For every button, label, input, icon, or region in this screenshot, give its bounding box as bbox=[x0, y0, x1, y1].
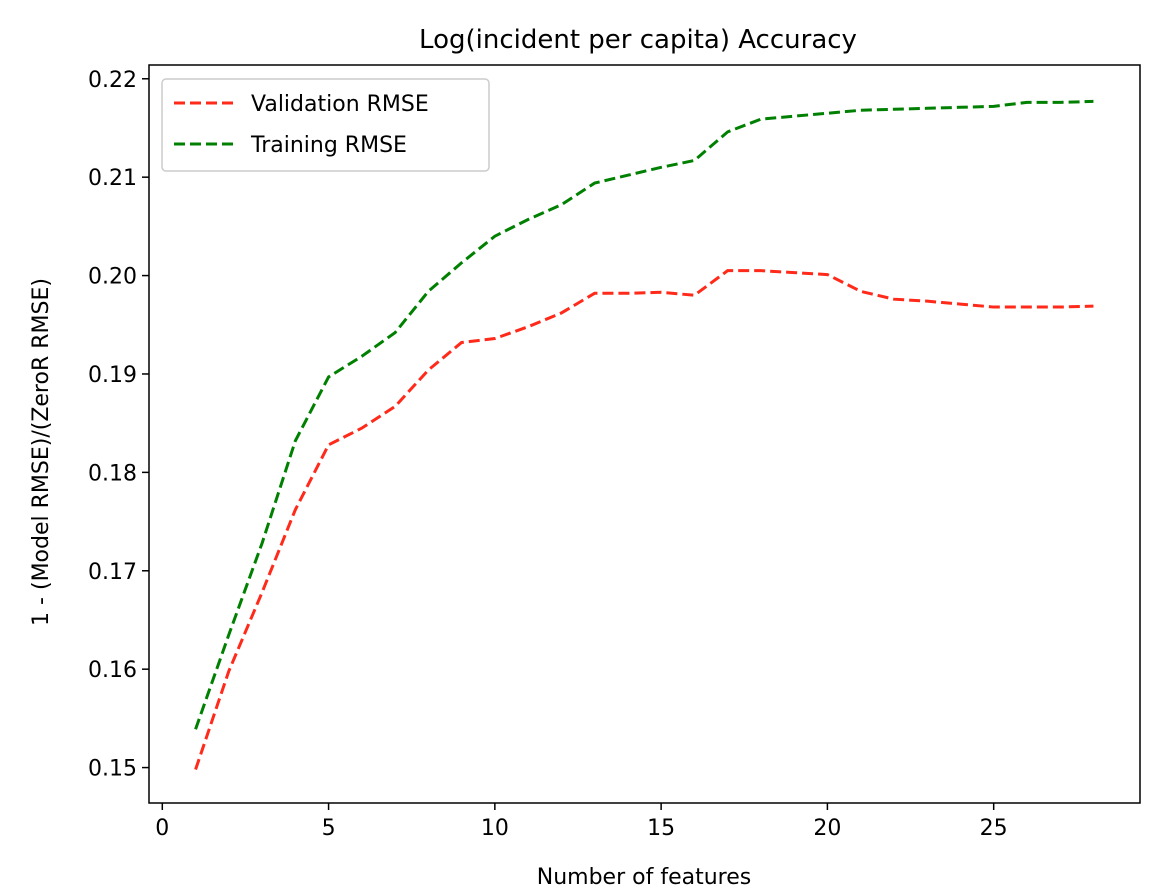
y-axis-label: 1 - (Model RMSE)/(ZeroR RMSE) bbox=[29, 278, 54, 626]
legend-label-training: Training RMSE bbox=[250, 133, 407, 158]
y-tick-label: 0.19 bbox=[88, 363, 137, 388]
x-tick-label: 10 bbox=[481, 816, 509, 841]
legend-box bbox=[161, 78, 490, 172]
x-tick-label: 5 bbox=[322, 816, 336, 841]
series-line-training-rmse bbox=[194, 99, 1094, 730]
y-axis-ticks: 0.15 0.16 0.17 0.18 0.19 0.20 0.21 0.22 bbox=[88, 68, 149, 782]
x-tick-label: 15 bbox=[647, 816, 675, 841]
series-line-validation-rmse bbox=[194, 269, 1094, 771]
x-axis-label: Number of features bbox=[537, 865, 751, 890]
y-tick-label: 0.21 bbox=[88, 166, 137, 191]
x-tick-label: 20 bbox=[813, 816, 841, 841]
x-tick-label: 0 bbox=[155, 816, 169, 841]
legend-label-validation: Validation RMSE bbox=[251, 92, 429, 117]
chart-title: Log(incident per capita) Accuracy bbox=[419, 25, 857, 55]
legend: Validation RMSE Training RMSE bbox=[161, 78, 490, 172]
series-lines bbox=[194, 99, 1094, 771]
y-tick-label: 0.17 bbox=[88, 560, 137, 585]
y-tick-label: 0.15 bbox=[88, 757, 137, 782]
x-tick-label: 25 bbox=[980, 816, 1008, 841]
y-tick-label: 0.22 bbox=[88, 68, 137, 93]
y-tick-label: 0.18 bbox=[88, 461, 137, 486]
plot-frame bbox=[148, 64, 1141, 804]
x-axis-ticks: 0 5 10 15 20 25 bbox=[155, 803, 1008, 841]
y-tick-label: 0.20 bbox=[88, 265, 137, 290]
y-tick-label: 0.16 bbox=[88, 658, 137, 683]
plot-area: 0 5 10 15 20 25 0.150.160.170.180.190.200.210… bbox=[88, 64, 1141, 841]
